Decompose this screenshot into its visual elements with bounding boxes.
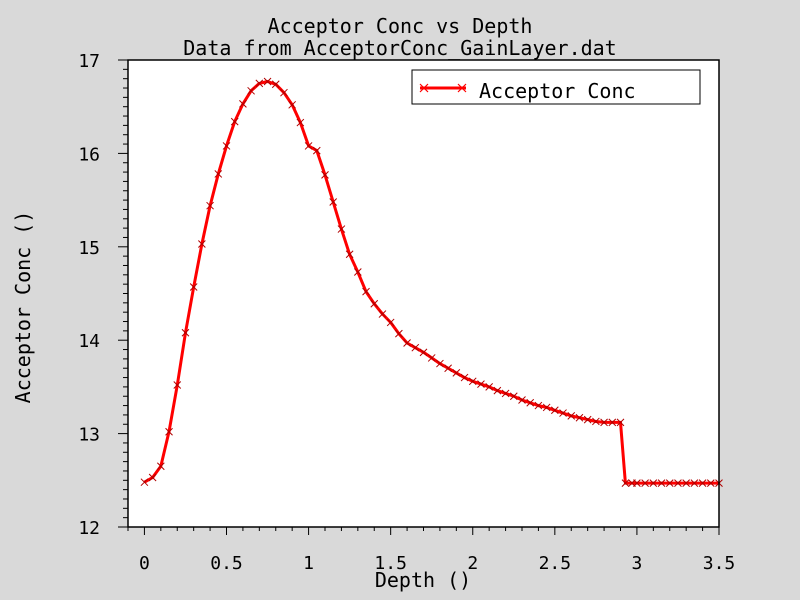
data-point xyxy=(444,364,452,373)
y-tick-label: 15 xyxy=(78,238,100,259)
data-point xyxy=(534,401,543,410)
data-point xyxy=(403,339,411,347)
data-point xyxy=(206,201,214,210)
data-point xyxy=(181,328,190,337)
data-point xyxy=(419,348,428,357)
data-point xyxy=(485,383,494,391)
x-tick-label: 0.5 xyxy=(210,553,243,574)
data-point xyxy=(452,369,461,377)
y-minor-ticks xyxy=(123,68,128,519)
data-point xyxy=(329,198,338,206)
data-point xyxy=(280,88,288,97)
legend: Acceptor Conc xyxy=(411,69,701,105)
data-point xyxy=(621,479,630,487)
data-point xyxy=(370,299,379,308)
data-point xyxy=(436,359,444,368)
y-tick-label: 14 xyxy=(78,331,100,352)
data-point xyxy=(526,398,535,407)
data-point xyxy=(559,409,567,417)
legend-label: Acceptor Conc xyxy=(479,79,636,103)
data-point xyxy=(165,427,173,436)
data-point xyxy=(501,389,510,398)
data-point xyxy=(362,287,370,296)
data-point xyxy=(641,479,649,487)
data-point xyxy=(509,392,518,401)
data-point xyxy=(608,418,617,427)
data-point xyxy=(271,80,280,89)
data-point xyxy=(140,478,149,487)
data-point xyxy=(542,403,551,412)
data-point xyxy=(239,100,247,108)
data-point xyxy=(411,343,420,352)
data-point xyxy=(600,418,608,427)
series-line-acceptor-conc xyxy=(143,80,719,485)
data-point xyxy=(321,171,329,179)
y-axis-ticks: 12 13 14 15 16 17 xyxy=(78,51,128,539)
data-point xyxy=(148,473,157,482)
data-point xyxy=(583,415,592,424)
data-point xyxy=(706,479,715,487)
data-point xyxy=(682,479,691,487)
chart-subtitle: Data from AcceptorConc_GainLayer.dat xyxy=(183,36,616,60)
data-point xyxy=(649,479,658,487)
data-point xyxy=(518,396,526,404)
data-point xyxy=(214,170,223,178)
data-point xyxy=(288,100,297,109)
data-point xyxy=(263,77,272,86)
x-tick-label: 1.5 xyxy=(374,553,407,574)
data-point xyxy=(460,373,469,382)
x-tick-label: 2.5 xyxy=(539,553,572,574)
data-point xyxy=(156,462,165,471)
data-point xyxy=(386,318,395,327)
data-point xyxy=(427,354,436,362)
chart-title: Acceptor Conc vs Depth xyxy=(268,14,533,38)
data-point xyxy=(378,310,387,318)
data-point xyxy=(550,406,559,415)
data-point xyxy=(304,142,313,150)
data-point xyxy=(173,381,182,389)
data-point xyxy=(567,412,576,420)
data-point xyxy=(247,86,255,95)
data-point xyxy=(674,479,682,487)
y-tick-label: 12 xyxy=(78,518,100,539)
data-point xyxy=(312,146,321,155)
x-tick-label: 1 xyxy=(303,553,314,574)
data-point xyxy=(345,250,354,259)
data-point xyxy=(230,117,239,126)
plot-frame xyxy=(127,59,720,528)
data-point xyxy=(493,386,502,395)
x-tick-label: 0 xyxy=(139,553,150,574)
legend-marker xyxy=(419,83,467,93)
data-point xyxy=(337,225,346,233)
data-point xyxy=(353,268,362,276)
data-point xyxy=(633,479,641,487)
y-tick-label: 17 xyxy=(78,51,100,72)
x-tick-label: 3.5 xyxy=(703,553,736,574)
x-axis-label: Depth () xyxy=(375,568,471,592)
plot-area xyxy=(128,60,719,527)
y-tick-label: 16 xyxy=(78,144,100,165)
data-point xyxy=(395,329,403,338)
data-point xyxy=(477,380,485,388)
x-tick-label: 2 xyxy=(467,553,478,574)
x-tick-label: 3 xyxy=(631,553,642,574)
data-point xyxy=(189,283,198,291)
data-point xyxy=(665,479,674,487)
data-point xyxy=(616,418,625,427)
x-axis-ticks: 0 0.5 1 1.5 2 2.5 3 3.5 xyxy=(139,527,735,574)
data-point xyxy=(255,79,264,88)
data-point xyxy=(690,479,699,487)
data-point xyxy=(468,377,477,386)
data-point xyxy=(575,413,584,422)
y-axis-label: Acceptor Conc () xyxy=(11,211,35,404)
data-point xyxy=(198,240,206,248)
data-point xyxy=(592,417,600,426)
data-point xyxy=(222,142,231,150)
data-point xyxy=(698,479,707,487)
series-markers xyxy=(140,77,723,487)
data-point xyxy=(657,479,666,487)
y-tick-label: 13 xyxy=(78,425,100,446)
data-point xyxy=(296,118,305,127)
